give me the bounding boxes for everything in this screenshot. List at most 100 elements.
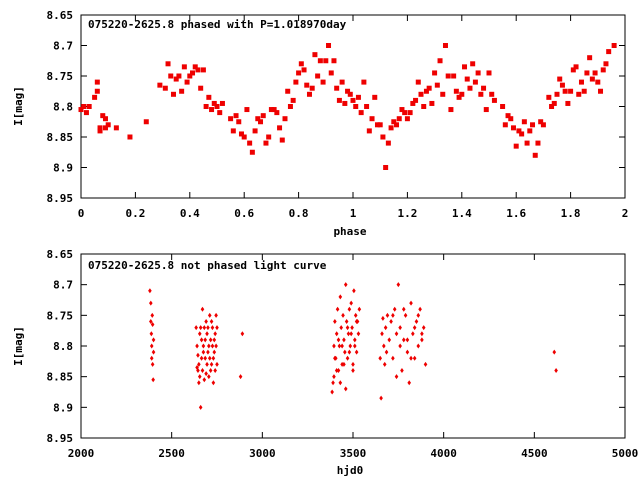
phased-data-point (282, 116, 288, 122)
unphased-data-point (151, 337, 156, 343)
unphased-data-point (380, 331, 384, 337)
phased-plot-ylabel: I[mag] (12, 86, 25, 126)
phased-data-point (263, 140, 269, 146)
phased-data-point (562, 88, 568, 94)
unphased-x-tick-label: 3500 (340, 447, 367, 460)
phased-data-point (510, 125, 516, 131)
unphased-data-point (201, 349, 206, 355)
unphased-data-point (400, 368, 404, 374)
unphased-data-point (345, 355, 350, 361)
unphased-data-point (348, 343, 353, 349)
unphased-y-tick-label: 8.9 (53, 401, 73, 414)
unphased-data-point (194, 325, 198, 331)
phased-data-point (502, 122, 508, 128)
phased-data-point (339, 79, 345, 85)
phased-data-point (524, 140, 530, 146)
phased-data-point (184, 79, 190, 85)
phased-data-point (565, 100, 571, 106)
unphased-data-point (405, 337, 410, 343)
unphased-data-point (197, 361, 201, 367)
unphased-data-point (204, 371, 208, 377)
phased-data-point (475, 70, 481, 76)
unphased-data-point (199, 355, 204, 361)
phased-data-point (559, 82, 565, 88)
phased-data-point (181, 64, 187, 70)
phased-data-point (374, 122, 380, 128)
phased-data-point (241, 134, 247, 140)
phased-data-point (402, 110, 408, 116)
unphased-data-point (387, 337, 392, 343)
unphased-data-point (353, 343, 357, 349)
phased-data-point (200, 67, 206, 73)
phased-data-point (219, 100, 225, 106)
unphased-data-point (211, 355, 216, 361)
unphased-data-point (332, 374, 336, 380)
phased-data-point (532, 152, 538, 158)
unphased-data-point (378, 355, 382, 361)
phased-data-point (445, 73, 451, 79)
phased-x-tick-label: 0.8 (289, 207, 309, 220)
unphased-data-point (394, 374, 399, 380)
unphased-data-point (206, 325, 210, 331)
unphased-data-point (202, 377, 207, 383)
phased-data-point (554, 91, 560, 97)
unphased-data-point (197, 331, 202, 337)
unphased-data-point (356, 331, 361, 337)
unphased-data-point (389, 318, 393, 324)
phased-data-point (396, 116, 402, 122)
phased-data-point (334, 85, 340, 91)
phased-data-point (83, 110, 89, 116)
phased-data-point (584, 70, 590, 76)
unphased-x-tick-label: 2500 (158, 447, 185, 460)
phased-data-point (187, 73, 193, 79)
unphased-x-tick-label: 4500 (521, 447, 548, 460)
phased-data-point (472, 79, 478, 85)
unphased-data-point (407, 380, 412, 386)
unphased-data-point (196, 352, 200, 358)
phased-data-point (315, 73, 321, 79)
unphased-data-point (340, 361, 344, 367)
phased-data-point (100, 113, 106, 119)
phased-data-point (467, 85, 473, 91)
phased-data-point (377, 122, 383, 128)
phased-data-point (157, 82, 163, 88)
unphased-data-point (353, 312, 358, 318)
phased-data-point (429, 100, 435, 106)
phased-data-point (179, 88, 185, 94)
phased-data-point (328, 70, 334, 76)
unphased-data-point (207, 374, 211, 380)
phased-data-point (165, 61, 171, 67)
phased-data-point (309, 85, 315, 91)
unphased-data-point (333, 355, 337, 361)
phased-data-point (102, 116, 108, 122)
phased-data-point (298, 61, 304, 67)
phased-x-tick-label: 1.6 (506, 207, 526, 220)
unphased-data-point (207, 343, 211, 349)
phased-data-point (462, 64, 468, 70)
unphased-data-point (200, 368, 205, 374)
phased-data-point (290, 97, 296, 103)
phased-x-tick-label: 0.6 (234, 207, 254, 220)
phased-data-point (203, 104, 209, 109)
unphased-data-point (354, 318, 359, 324)
unphased-data-point (340, 343, 344, 349)
unphased-data-point (384, 349, 389, 355)
phased-data-point (598, 88, 604, 94)
unphased-data-point (409, 300, 413, 306)
phased-data-point (568, 88, 574, 94)
unphased-data-point (333, 318, 337, 324)
unphased-data-point (200, 306, 205, 312)
phased-data-point (345, 88, 351, 94)
phased-data-point (260, 113, 266, 119)
phased-data-point (97, 125, 103, 131)
unphased-data-point (409, 355, 413, 361)
unphased-data-point (203, 355, 208, 361)
unphased-data-point (150, 361, 155, 367)
phased-data-point (247, 140, 253, 146)
phased-data-point (513, 143, 519, 149)
unphased-data-point (420, 337, 424, 343)
phased-data-point (592, 70, 598, 76)
phased-data-point (127, 134, 133, 140)
unphased-data-point (150, 322, 155, 328)
